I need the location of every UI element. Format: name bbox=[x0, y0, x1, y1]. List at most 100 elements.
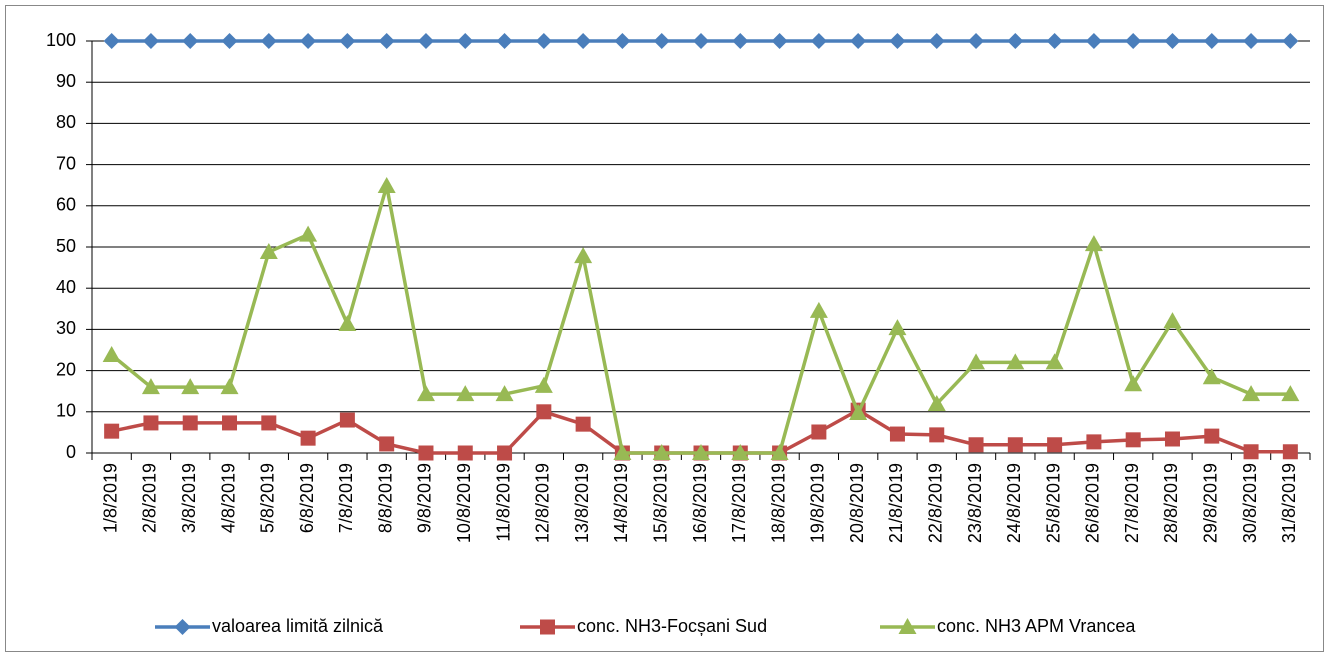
x-tick-label: 23/8/2019 bbox=[965, 463, 985, 543]
data-point bbox=[1281, 385, 1300, 402]
x-tick-label: 18/8/2019 bbox=[768, 463, 788, 543]
data-point bbox=[259, 242, 278, 259]
data-point bbox=[614, 33, 631, 49]
data-point bbox=[653, 33, 670, 49]
data-point bbox=[1202, 368, 1221, 385]
data-point bbox=[102, 345, 121, 362]
data-point bbox=[1046, 33, 1063, 49]
data-point bbox=[338, 315, 357, 332]
data-point bbox=[850, 33, 867, 49]
data-point bbox=[889, 426, 905, 442]
data-point bbox=[652, 444, 671, 460]
legend-label: valoarea limită zilnică bbox=[212, 616, 384, 636]
x-tick-label: 3/8/2019 bbox=[179, 463, 199, 533]
data-point bbox=[1125, 33, 1142, 49]
data-point bbox=[300, 33, 317, 49]
data-point bbox=[575, 416, 591, 432]
data-point bbox=[968, 33, 985, 49]
x-tick-label: 22/8/2019 bbox=[925, 463, 945, 543]
x-tick-label: 25/8/2019 bbox=[1043, 463, 1063, 543]
x-tick-label: 24/8/2019 bbox=[1004, 463, 1024, 543]
data-point bbox=[143, 415, 159, 431]
y-tick-label: 80 bbox=[56, 112, 76, 132]
x-tick-label: 28/8/2019 bbox=[1161, 463, 1181, 543]
data-point bbox=[1086, 434, 1102, 450]
data-point bbox=[1164, 431, 1180, 447]
y-tick-label: 0 bbox=[66, 442, 76, 462]
data-point bbox=[142, 33, 159, 49]
data-point bbox=[967, 353, 986, 370]
data-point bbox=[182, 33, 199, 49]
data-point bbox=[182, 415, 198, 431]
y-tick-label: 100 bbox=[46, 30, 76, 50]
data-point bbox=[888, 319, 907, 336]
data-point bbox=[1084, 235, 1103, 252]
x-tick-label: 9/8/2019 bbox=[415, 463, 435, 533]
data-point bbox=[300, 430, 316, 446]
data-point bbox=[261, 415, 277, 431]
data-point bbox=[103, 33, 120, 49]
x-tick-label: 2/8/2019 bbox=[140, 463, 160, 533]
y-tick-label: 10 bbox=[56, 401, 76, 421]
data-point bbox=[770, 444, 789, 460]
x-tick-label: 20/8/2019 bbox=[847, 463, 867, 543]
data-point bbox=[536, 404, 552, 420]
data-point bbox=[260, 33, 277, 49]
y-tick-label: 20 bbox=[56, 359, 76, 379]
data-point bbox=[457, 445, 473, 461]
data-point bbox=[575, 33, 592, 49]
x-tick-label: 10/8/2019 bbox=[454, 463, 474, 543]
legend-marker bbox=[540, 619, 555, 635]
data-point bbox=[1203, 33, 1220, 49]
y-tick-label: 50 bbox=[56, 236, 76, 256]
data-point bbox=[927, 394, 946, 411]
x-tick-label: 29/8/2019 bbox=[1201, 463, 1221, 543]
data-point bbox=[181, 378, 200, 395]
data-point bbox=[1204, 428, 1220, 444]
x-tick-label: 13/8/2019 bbox=[572, 463, 592, 543]
x-tick-label: 6/8/2019 bbox=[297, 463, 317, 533]
data-point bbox=[1282, 444, 1298, 460]
data-point bbox=[496, 33, 513, 49]
y-tick-label: 40 bbox=[56, 277, 76, 297]
data-point bbox=[1163, 312, 1182, 329]
data-point bbox=[928, 33, 945, 49]
data-point bbox=[693, 33, 709, 49]
data-point bbox=[811, 424, 827, 440]
legend-label: conc. NH3 APM Vrancea bbox=[937, 616, 1136, 636]
chart-border bbox=[5, 5, 1324, 652]
x-tick-label: 11/8/2019 bbox=[493, 463, 513, 542]
x-tick-label: 1/8/2019 bbox=[100, 463, 120, 533]
x-tick-label: 30/8/2019 bbox=[1240, 463, 1260, 543]
data-point bbox=[889, 33, 906, 49]
data-point bbox=[418, 445, 434, 461]
legend-label: conc. NH3-Focșani Sud bbox=[577, 616, 767, 636]
data-point bbox=[1124, 375, 1143, 392]
x-tick-label: 8/8/2019 bbox=[375, 463, 395, 533]
x-tick-label: 16/8/2019 bbox=[690, 463, 710, 543]
data-point bbox=[378, 33, 395, 49]
data-point bbox=[379, 436, 395, 452]
x-tick-label: 21/8/2019 bbox=[886, 463, 906, 543]
data-point bbox=[692, 444, 710, 460]
data-point bbox=[299, 225, 318, 242]
x-tick-label: 4/8/2019 bbox=[218, 463, 238, 533]
y-tick-label: 90 bbox=[56, 71, 76, 91]
data-point bbox=[574, 247, 593, 264]
data-point bbox=[1047, 437, 1063, 453]
x-tick-label: 27/8/2019 bbox=[1122, 463, 1142, 543]
y-tick-label: 30 bbox=[56, 318, 76, 338]
data-point bbox=[809, 301, 828, 318]
data-point bbox=[221, 33, 238, 49]
data-point bbox=[377, 177, 396, 194]
data-point bbox=[1007, 33, 1024, 49]
data-point bbox=[535, 33, 552, 49]
data-point bbox=[497, 445, 513, 461]
data-point bbox=[495, 385, 514, 402]
x-tick-label: 14/8/2019 bbox=[611, 463, 631, 543]
data-point bbox=[732, 33, 749, 49]
x-tick-label: 7/8/2019 bbox=[336, 463, 356, 533]
legend-marker bbox=[898, 618, 917, 634]
data-point bbox=[104, 423, 120, 439]
